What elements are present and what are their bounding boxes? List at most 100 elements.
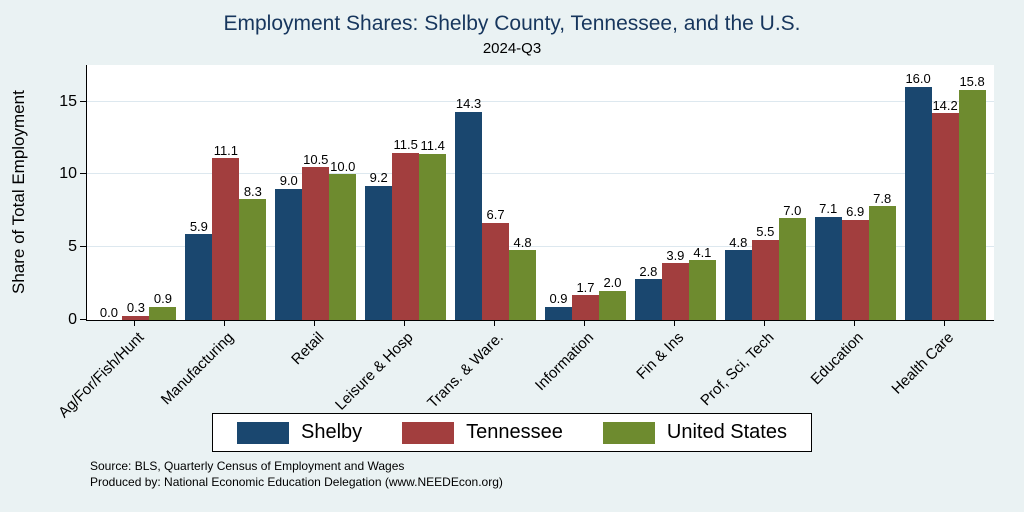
bar-value-label: 14.2 bbox=[932, 97, 958, 113]
bar bbox=[149, 307, 177, 321]
legend: Shelby Tennessee United States bbox=[212, 413, 812, 453]
bar-group: 9.2 11.5 11.4 bbox=[361, 65, 451, 321]
chart-row: Share of Total Employment 0.0 0.3 0.9 5.9 11… bbox=[0, 65, 1024, 421]
bar-value-label: 2.8 bbox=[639, 263, 658, 279]
bar bbox=[122, 315, 150, 321]
bar-value-label: 5.9 bbox=[189, 218, 208, 234]
x-axis-cell: Leisure & Hosp bbox=[332, 321, 450, 414]
x-axis-tick-mark bbox=[404, 321, 405, 327]
bar-group: 0.0 0.3 0.9 bbox=[91, 65, 181, 321]
bar bbox=[868, 206, 896, 321]
x-axis-cell: Ag/For/Fish/Hunt bbox=[55, 321, 180, 421]
bars-layer: 0.0 0.3 0.9 5.9 11.1 8.3 9.0 10.5 10.0 9.2 11.5 11.… bbox=[87, 65, 994, 321]
bar-value-label: 7.8 bbox=[873, 190, 892, 206]
x-axis-tick-mark bbox=[854, 321, 855, 327]
bar-column: 11.4 bbox=[419, 65, 447, 321]
x-axis-tick-mark bbox=[584, 321, 585, 327]
y-axis-tick-label: 0 bbox=[68, 311, 77, 329]
bar bbox=[212, 158, 240, 321]
legend-item: Tennessee bbox=[402, 421, 563, 444]
bar-column: 7.1 bbox=[814, 65, 842, 321]
bar-value-label: 0.9 bbox=[549, 291, 568, 307]
bar-column: 16.0 bbox=[904, 65, 932, 321]
bar-column: 8.3 bbox=[239, 65, 267, 321]
bar-value-label: 6.7 bbox=[486, 206, 505, 222]
bar-value-label: 10.5 bbox=[303, 151, 329, 167]
y-axis-tick-label: 10 bbox=[59, 165, 77, 183]
bar-group: 9.0 10.5 10.0 bbox=[271, 65, 361, 321]
bar-value-label: 8.3 bbox=[243, 183, 262, 199]
bar-column: 2.0 bbox=[598, 65, 626, 321]
bar bbox=[419, 154, 447, 321]
bar-group: 0.9 1.7 2.0 bbox=[541, 65, 631, 321]
x-axis-tick-mark bbox=[674, 321, 675, 327]
legend-wrap: Shelby Tennessee United States bbox=[0, 413, 1024, 453]
x-axis-label: Fin & Ins bbox=[633, 329, 688, 384]
gridlines-layer bbox=[87, 65, 994, 320]
bar-value-label: 11.5 bbox=[393, 136, 418, 152]
y-axis-tick-mark bbox=[80, 173, 87, 175]
gridline bbox=[87, 173, 994, 175]
bar-group: 14.3 6.7 4.8 bbox=[451, 65, 541, 321]
bar bbox=[724, 250, 752, 321]
bar bbox=[509, 250, 537, 321]
bar-value-label: 6.9 bbox=[846, 203, 865, 219]
bar-value-label: 5.5 bbox=[756, 224, 775, 240]
legend-item: United States bbox=[602, 421, 787, 444]
bar-value-label: 7.0 bbox=[783, 202, 802, 218]
bar-column: 0.3 bbox=[122, 65, 150, 321]
bar bbox=[931, 113, 959, 321]
bar-column: 4.1 bbox=[688, 65, 716, 321]
bar-column: 15.8 bbox=[958, 65, 986, 321]
bar bbox=[239, 199, 267, 321]
bar bbox=[661, 263, 689, 321]
bar-value-label: 11.1 bbox=[213, 142, 239, 158]
plot-wrap: 0.0 0.3 0.9 5.9 11.1 8.3 9.0 10.5 10.0 9.2 11.5 11.… bbox=[55, 65, 994, 421]
bar-value-label: 11.4 bbox=[420, 138, 445, 154]
bar bbox=[365, 186, 393, 321]
x-axis-cell: Trans. & Ware. bbox=[424, 321, 540, 413]
y-axis-title: Share of Total Employment bbox=[9, 90, 28, 295]
gridline bbox=[87, 100, 994, 102]
x-axis-cell: Prof, Sci, Tech bbox=[697, 321, 810, 413]
y-axis-tick-label: 15 bbox=[59, 92, 77, 110]
bar-column: 11.1 bbox=[212, 65, 240, 321]
bar bbox=[544, 307, 572, 321]
legend-item: Shelby bbox=[237, 421, 362, 444]
legend-swatch bbox=[237, 421, 289, 444]
x-axis-label: Retail bbox=[287, 329, 328, 369]
bar bbox=[688, 260, 716, 321]
y-axis-tick-label: 5 bbox=[68, 238, 77, 256]
bar-column: 5.9 bbox=[185, 65, 213, 321]
bar-value-label: 14.3 bbox=[455, 96, 482, 112]
bar-value-label: 4.1 bbox=[693, 244, 712, 260]
x-axis-cell: Fin & Ins bbox=[630, 321, 720, 413]
bar-column: 10.5 bbox=[302, 65, 330, 321]
plot-area: 0.0 0.3 0.9 5.9 11.1 8.3 9.0 10.5 10.0 9.2 11.5 11.… bbox=[59, 65, 994, 328]
bar bbox=[455, 111, 483, 321]
x-axis-cell: Retail bbox=[270, 321, 360, 413]
bar-column: 6.9 bbox=[841, 65, 869, 321]
x-axis-tick-mark bbox=[224, 321, 225, 327]
bar-column: 4.8 bbox=[724, 65, 752, 321]
bar-group: 7.1 6.9 7.8 bbox=[810, 65, 900, 321]
bar bbox=[904, 87, 932, 321]
y-axis-tick-mark bbox=[80, 246, 87, 248]
bar bbox=[392, 152, 420, 321]
bar-column: 9.0 bbox=[275, 65, 303, 321]
x-axis-cell: Health Care bbox=[888, 321, 990, 413]
bar bbox=[275, 189, 303, 321]
bar-column: 1.7 bbox=[571, 65, 599, 321]
bar-value-label: 4.8 bbox=[513, 234, 532, 250]
bar-column: 5.5 bbox=[751, 65, 779, 321]
x-axis-cell: Information bbox=[532, 321, 630, 413]
bar-column: 7.0 bbox=[778, 65, 806, 321]
source-note: Source: BLS, Quarterly Census of Employm… bbox=[90, 459, 405, 474]
bar-column: 2.8 bbox=[634, 65, 662, 321]
notes: Source: BLS, Quarterly Census of Employm… bbox=[90, 459, 1024, 490]
bar-column: 4.8 bbox=[509, 65, 537, 321]
bar bbox=[598, 291, 626, 321]
bar bbox=[751, 240, 779, 321]
y-axis-tick-mark bbox=[80, 319, 87, 321]
bar-value-label: 2.0 bbox=[603, 275, 622, 291]
